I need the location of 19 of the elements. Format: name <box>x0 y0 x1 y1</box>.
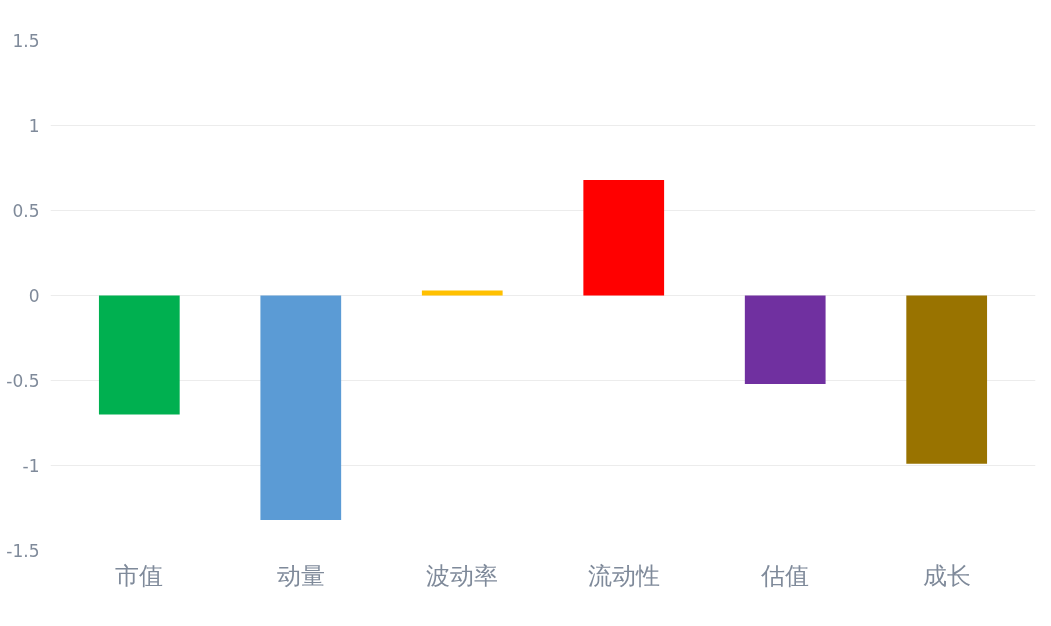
y-tick-label: 0.5 <box>12 201 40 221</box>
x-tick-label: 动量 <box>276 561 325 590</box>
y-tick-label: -1.5 <box>6 541 40 561</box>
x-tick-label: 波动率 <box>426 561 499 590</box>
bar <box>98 295 180 415</box>
x-tick-label: 流动性 <box>587 561 660 590</box>
y-tick-label: -1 <box>22 456 40 476</box>
bar <box>906 295 988 464</box>
x-tick-label: 估值 <box>760 561 810 590</box>
x-tick-label: 成长 <box>922 561 971 590</box>
bar <box>421 290 503 296</box>
bar <box>744 295 826 384</box>
y-tick-label: 1 <box>28 116 40 136</box>
bar <box>260 295 342 520</box>
y-tick-label: -0.5 <box>6 371 40 391</box>
bar <box>583 179 665 296</box>
y-tick-label: 1.5 <box>12 31 40 51</box>
y-tick-label: 0 <box>28 286 40 306</box>
x-tick-label: 市值 <box>115 561 164 590</box>
